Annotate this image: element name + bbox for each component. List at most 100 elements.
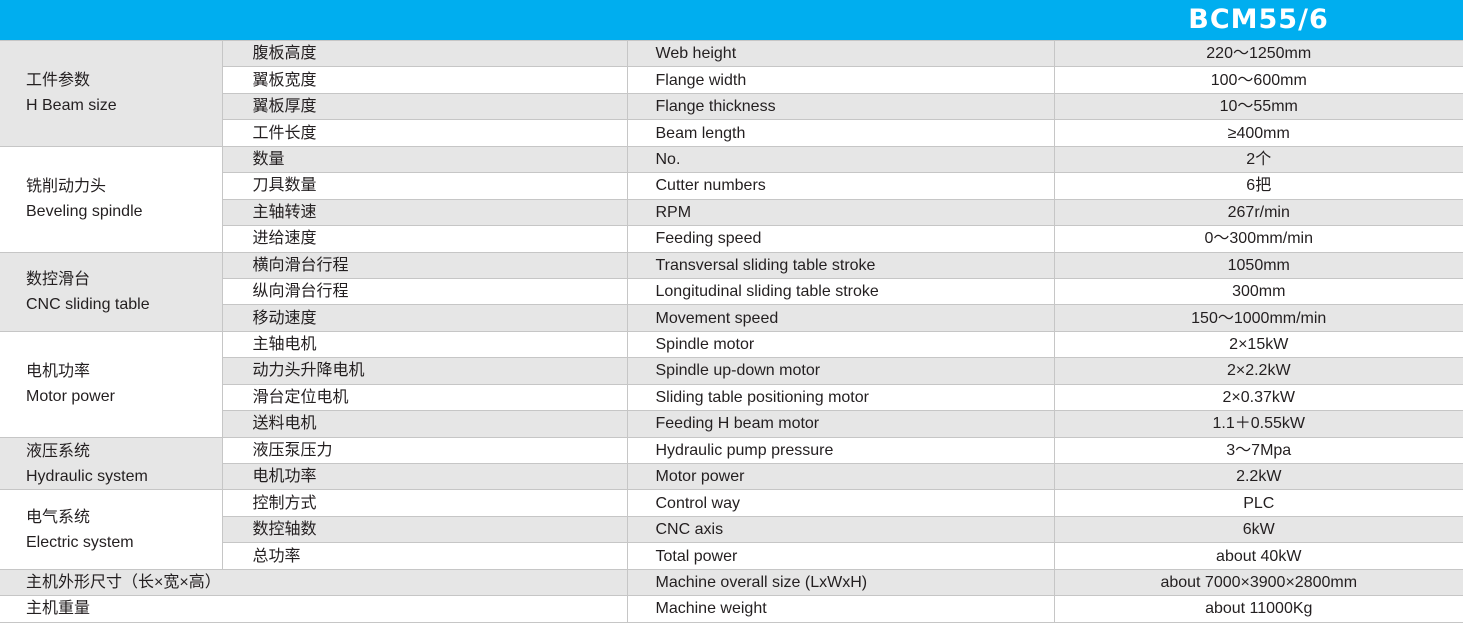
param-value: PLC [1053, 489, 1463, 517]
param-value: 150～1000mm/min [1053, 304, 1463, 332]
param-name-en: Control way [626, 489, 1054, 517]
param-value: 267r/min [1053, 198, 1463, 227]
param-name-zh: 送料电机 [221, 410, 627, 438]
param-value: ≥400mm [1053, 119, 1463, 147]
group-label-zh: 液压系统 [26, 442, 91, 460]
table-header-bar: BCM55/6 [0, 0, 1463, 40]
group-label-zh: 工件参数 [26, 72, 91, 90]
table-row: 电机功率 Motor power 2.2kW [0, 462, 1463, 491]
table-row: 主轴转速 RPM 267r/min [0, 198, 1463, 227]
group-label-en: Beveling spindle [26, 203, 143, 221]
group-label-zh: 铣削动力头 [26, 178, 107, 196]
param-name-zh: 数量 [221, 145, 627, 174]
param-value: about 40kW [1053, 542, 1463, 570]
group-label: 工件参数 H Beam size [0, 40, 222, 147]
table-row: 刀具数量 Cutter numbers 6把 [0, 172, 1463, 200]
param-value: 6kW [1053, 515, 1463, 544]
table-row: 总功率 Total power about 40kW [0, 542, 1463, 570]
param-value: 6把 [1053, 172, 1463, 200]
param-name-en: Spindle up-down motor [626, 357, 1054, 385]
param-name-en: RPM [626, 198, 1054, 227]
param-name-zh: 腹板高度 [221, 39, 627, 68]
param-name-zh: 主轴电机 [221, 330, 627, 359]
group-label-en: Electric system [26, 533, 134, 551]
param-name-en: Motor power [626, 462, 1054, 491]
param-name-en: Flange width [626, 66, 1054, 94]
table-row: 电机功率 Motor power 主轴电机 Spindle motor 2×15kW [0, 330, 1463, 438]
param-name-en: Longitudinal sliding table stroke [626, 277, 1054, 306]
group-label-en: CNC sliding table [26, 295, 150, 313]
param-name-en: Machine weight [626, 595, 1054, 623]
param-name-zh: 工件长度 [221, 119, 627, 147]
table-row: 工件参数 H Beam size 腹板高度 Web height 220～1250mm [0, 39, 1463, 147]
param-name-zh: 动力头升降电机 [221, 357, 627, 385]
param-name-en: Transversal sliding table stroke [626, 251, 1054, 279]
param-name-en: No. [626, 145, 1054, 174]
param-value: 100～600mm [1053, 66, 1463, 94]
group-label: 数控滑台 CNC sliding table [0, 251, 222, 332]
table-row: 数控滑台 CNC sliding table 横向滑台行程 Transversal s… [0, 251, 1463, 332]
param-name-zh: 主轴转速 [221, 198, 627, 227]
param-name-en: Web height [626, 39, 1054, 68]
model-title: BCM55/6 [1188, 4, 1329, 35]
param-name-en: Hydraulic pump pressure [626, 436, 1054, 465]
param-name-zh: 纵向滑台行程 [221, 277, 627, 306]
param-name-en: Cutter numbers [626, 172, 1054, 200]
param-name-zh: 数控轴数 [221, 515, 627, 544]
param-name-zh: 刀具数量 [221, 172, 627, 200]
table-row: 数控轴数 CNC axis 6kW [0, 515, 1463, 544]
group-label-en: Hydraulic system [26, 467, 148, 485]
param-value: 2.2kW [1053, 462, 1463, 491]
param-value: 2×0.37kW [1053, 383, 1463, 412]
table-row: 移动速度 Movement speed 150～1000mm/min [0, 304, 1463, 332]
param-value: 220～1250mm [1053, 39, 1463, 68]
param-name-zh: 电机功率 [221, 462, 627, 491]
group-label-zh: 电机功率 [26, 363, 91, 381]
param-value: 2×15kW [1053, 330, 1463, 359]
table-row: 主机外形尺寸（长×宽×高） Machine overall size (LxWxH… [0, 568, 1463, 597]
table-row: 电气系统 Electric system 控制方式 Control way PLC [0, 489, 1463, 570]
group-label: 铣削动力头 Beveling spindle [0, 145, 222, 253]
param-name-zh: 翼板宽度 [221, 66, 627, 94]
param-value: about 11000Kg [1053, 595, 1463, 623]
group-label: 电机功率 Motor power [0, 330, 222, 438]
group-label-en: Motor power [26, 388, 115, 406]
param-name-en: Total power [626, 542, 1054, 570]
param-name-zh: 主机重量 [0, 595, 627, 623]
param-value: 2个 [1053, 145, 1463, 174]
param-name-en: Feeding speed [626, 225, 1054, 253]
param-name-zh: 主机外形尺寸（长×宽×高） [0, 568, 627, 597]
param-name-en: Beam length [626, 119, 1054, 147]
group-label: 液压系统 Hydraulic system [0, 436, 222, 491]
param-name-zh: 翼板厚度 [221, 92, 627, 121]
table-row: 动力头升降电机 Spindle up-down motor 2×2.2kW [0, 357, 1463, 385]
param-value: 1.1＋0.55kW [1053, 410, 1463, 438]
param-name-en: Movement speed [626, 304, 1054, 332]
group-label-en: H Beam size [26, 97, 117, 115]
table-row: 工件长度 Beam length ≥400mm [0, 119, 1463, 147]
group-label: 电气系统 Electric system [0, 489, 222, 570]
table-row: 主机重量 Machine weight about 11000Kg [0, 595, 1463, 623]
table-row: 滑台定位电机 Sliding table positioning motor 2×0… [0, 383, 1463, 412]
table-row: 液压系统 Hydraulic system 液压泵压力 Hydraulic pump … [0, 436, 1463, 491]
param-name-en: Flange thickness [626, 92, 1054, 121]
param-name-zh: 总功率 [221, 542, 627, 570]
param-value: 0～300mm/min [1053, 225, 1463, 253]
param-name-en: Feeding H beam motor [626, 410, 1054, 438]
param-name-zh: 滑台定位电机 [221, 383, 627, 412]
param-name-zh: 横向滑台行程 [221, 251, 627, 279]
param-name-en: Spindle motor [626, 330, 1054, 359]
param-value: 3～7Mpa [1053, 436, 1463, 465]
table-row: 翼板宽度 Flange width 100～600mm [0, 66, 1463, 94]
group-label-zh: 数控滑台 [26, 270, 91, 288]
param-name-zh: 液压泵压力 [221, 436, 627, 465]
group-label-zh: 电气系统 [26, 508, 91, 526]
param-name-zh: 进给速度 [221, 225, 627, 253]
table-row: 铣削动力头 Beveling spindle 数量 No. 2个 [0, 145, 1463, 253]
param-value: 2×2.2kW [1053, 357, 1463, 385]
param-value: 1050mm [1053, 251, 1463, 279]
param-name-en: Machine overall size (LxWxH) [626, 568, 1054, 597]
param-value: about 7000×3900×2800mm [1053, 568, 1463, 597]
param-name-en: CNC axis [626, 515, 1054, 544]
param-name-zh: 移动速度 [221, 304, 627, 332]
